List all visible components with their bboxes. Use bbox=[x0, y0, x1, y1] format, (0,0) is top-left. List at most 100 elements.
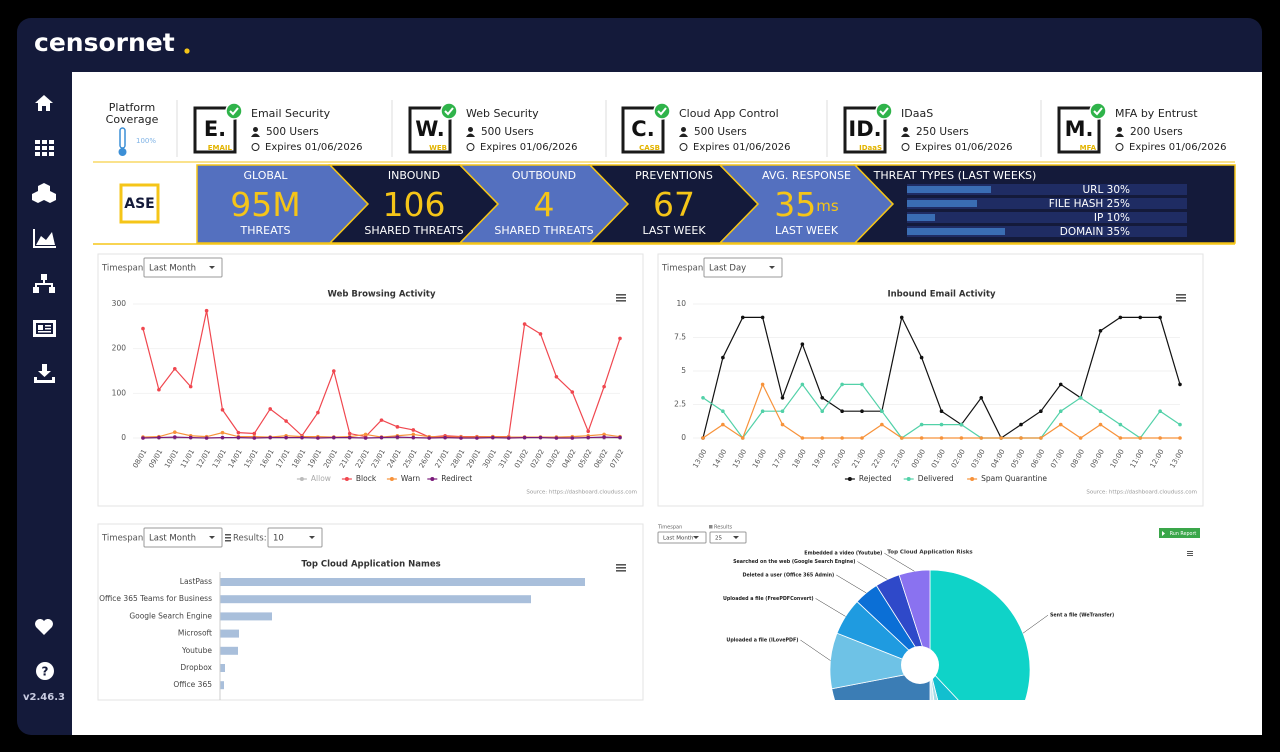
coverage-title: Platform bbox=[109, 101, 155, 114]
chart-menu[interactable] bbox=[616, 300, 626, 302]
home-icon[interactable] bbox=[35, 95, 53, 111]
timespan-label: Timespan: bbox=[101, 264, 146, 274]
reports-icon[interactable] bbox=[33, 229, 56, 248]
select[interactable] bbox=[143, 527, 223, 548]
y-tick-label: 0 bbox=[681, 433, 686, 442]
select[interactable] bbox=[143, 257, 223, 278]
chart-menu[interactable] bbox=[1176, 300, 1186, 302]
data-point bbox=[236, 430, 241, 435]
chart-menu[interactable] bbox=[1187, 551, 1193, 552]
legend-entry: Block bbox=[356, 474, 377, 483]
data-point bbox=[1019, 422, 1023, 427]
data-point bbox=[780, 409, 785, 414]
legend-entry: Allow bbox=[311, 474, 331, 483]
product-users: 250 Users bbox=[916, 126, 969, 138]
data-point bbox=[459, 436, 463, 440]
select[interactable] bbox=[267, 527, 323, 548]
data-point bbox=[880, 409, 884, 414]
slice-label: Deleted a user (Office 365 Admin) bbox=[743, 572, 835, 578]
network-icon[interactable] bbox=[33, 274, 55, 293]
data-point bbox=[860, 382, 864, 387]
results-icon bbox=[225, 540, 231, 542]
clock-icon bbox=[1115, 143, 1124, 151]
chart-title: Top Cloud Application Names bbox=[301, 560, 440, 570]
data-point bbox=[840, 382, 844, 387]
data-point bbox=[1019, 436, 1023, 440]
help-icon[interactable] bbox=[36, 662, 54, 680]
data-point bbox=[919, 436, 924, 440]
users-icon[interactable] bbox=[33, 320, 56, 337]
threat-value: 25% bbox=[1107, 198, 1130, 210]
chart-menu[interactable] bbox=[616, 564, 626, 566]
pie bbox=[829, 569, 1031, 700]
y-tick-label: 300 bbox=[112, 299, 127, 308]
bar bbox=[220, 612, 272, 621]
slice-label: Searched on the web (Google Search Engin… bbox=[733, 559, 855, 565]
data-point bbox=[379, 418, 384, 422]
product-expires: Expires 01/06/2026 bbox=[915, 142, 1012, 153]
data-point bbox=[820, 396, 825, 400]
data-point bbox=[411, 435, 416, 440]
data-point bbox=[1138, 436, 1143, 440]
product-users: 200 Users bbox=[1130, 126, 1183, 138]
run-report-button[interactable] bbox=[1159, 528, 1200, 538]
results-icon bbox=[225, 534, 231, 536]
threat-value: 30% bbox=[1107, 184, 1130, 196]
data-point bbox=[721, 355, 725, 360]
slice-label: Sent a file (WeTransfer) bbox=[1050, 613, 1114, 619]
legend-entry: Redirect bbox=[441, 474, 472, 483]
data-point bbox=[220, 435, 225, 440]
cubes-icon[interactable] bbox=[32, 183, 56, 203]
apps-icon[interactable] bbox=[35, 140, 54, 156]
metric-sub: SHARED THREATS bbox=[364, 224, 463, 237]
legend-marker bbox=[430, 477, 435, 481]
chart-menu[interactable] bbox=[616, 297, 626, 299]
data-point bbox=[820, 409, 825, 414]
chart-menu[interactable] bbox=[1187, 555, 1193, 556]
chart-menu[interactable] bbox=[616, 294, 626, 296]
product-expires: Expires 01/06/2026 bbox=[1129, 142, 1226, 153]
metric-number: 4 bbox=[534, 185, 555, 224]
user-icon-body bbox=[466, 133, 475, 137]
ase-logo bbox=[119, 183, 160, 224]
user-icon bbox=[903, 127, 908, 132]
data-point bbox=[570, 436, 575, 440]
results-icon bbox=[225, 537, 231, 539]
data-point bbox=[586, 435, 590, 440]
chart-menu[interactable] bbox=[1176, 294, 1186, 296]
chart-menu[interactable] bbox=[1187, 553, 1193, 554]
select[interactable] bbox=[709, 531, 747, 544]
data-point bbox=[721, 409, 725, 414]
chart-source: Source: https://dashboard.clouduss.com bbox=[1086, 490, 1197, 496]
data-point bbox=[316, 436, 320, 440]
product-users: 500 Users bbox=[481, 126, 534, 138]
product-name: MFA by Entrust bbox=[1115, 107, 1198, 120]
data-point bbox=[1178, 436, 1182, 440]
check-badge bbox=[440, 102, 458, 120]
select[interactable] bbox=[703, 257, 783, 278]
check-badge bbox=[653, 102, 671, 120]
product-tag: CASB bbox=[639, 144, 660, 152]
data-point bbox=[860, 436, 864, 440]
slice-label: Uploaded a file (ILovePDF) bbox=[726, 638, 798, 644]
data-point bbox=[427, 436, 432, 440]
chart-menu[interactable] bbox=[1176, 297, 1186, 299]
data-point bbox=[395, 435, 400, 439]
data-point bbox=[522, 435, 527, 440]
data-point bbox=[979, 396, 984, 400]
select[interactable] bbox=[657, 531, 707, 544]
threat-name: DOMAIN bbox=[1060, 226, 1104, 238]
download-icon[interactable] bbox=[34, 364, 55, 383]
check-mark bbox=[657, 107, 667, 116]
y-tick-label: 5 bbox=[681, 366, 686, 375]
data-point bbox=[1078, 436, 1083, 440]
leader-line bbox=[836, 574, 867, 594]
favorites-icon[interactable] bbox=[35, 619, 53, 635]
chart-menu[interactable] bbox=[616, 567, 626, 569]
data-point bbox=[491, 435, 495, 440]
threat-name: IP bbox=[1094, 212, 1103, 224]
category-label: Google Search Engine bbox=[129, 611, 212, 620]
leader-line bbox=[800, 639, 831, 661]
chart-menu[interactable] bbox=[616, 570, 626, 572]
data-point bbox=[800, 342, 805, 347]
